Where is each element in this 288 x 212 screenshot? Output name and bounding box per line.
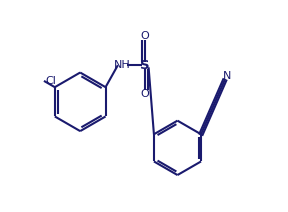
Text: NH: NH bbox=[114, 60, 130, 70]
Text: S: S bbox=[140, 59, 150, 72]
Text: Cl: Cl bbox=[45, 76, 56, 86]
Text: O: O bbox=[141, 89, 149, 99]
Text: N: N bbox=[222, 71, 231, 81]
Text: O: O bbox=[141, 31, 149, 41]
